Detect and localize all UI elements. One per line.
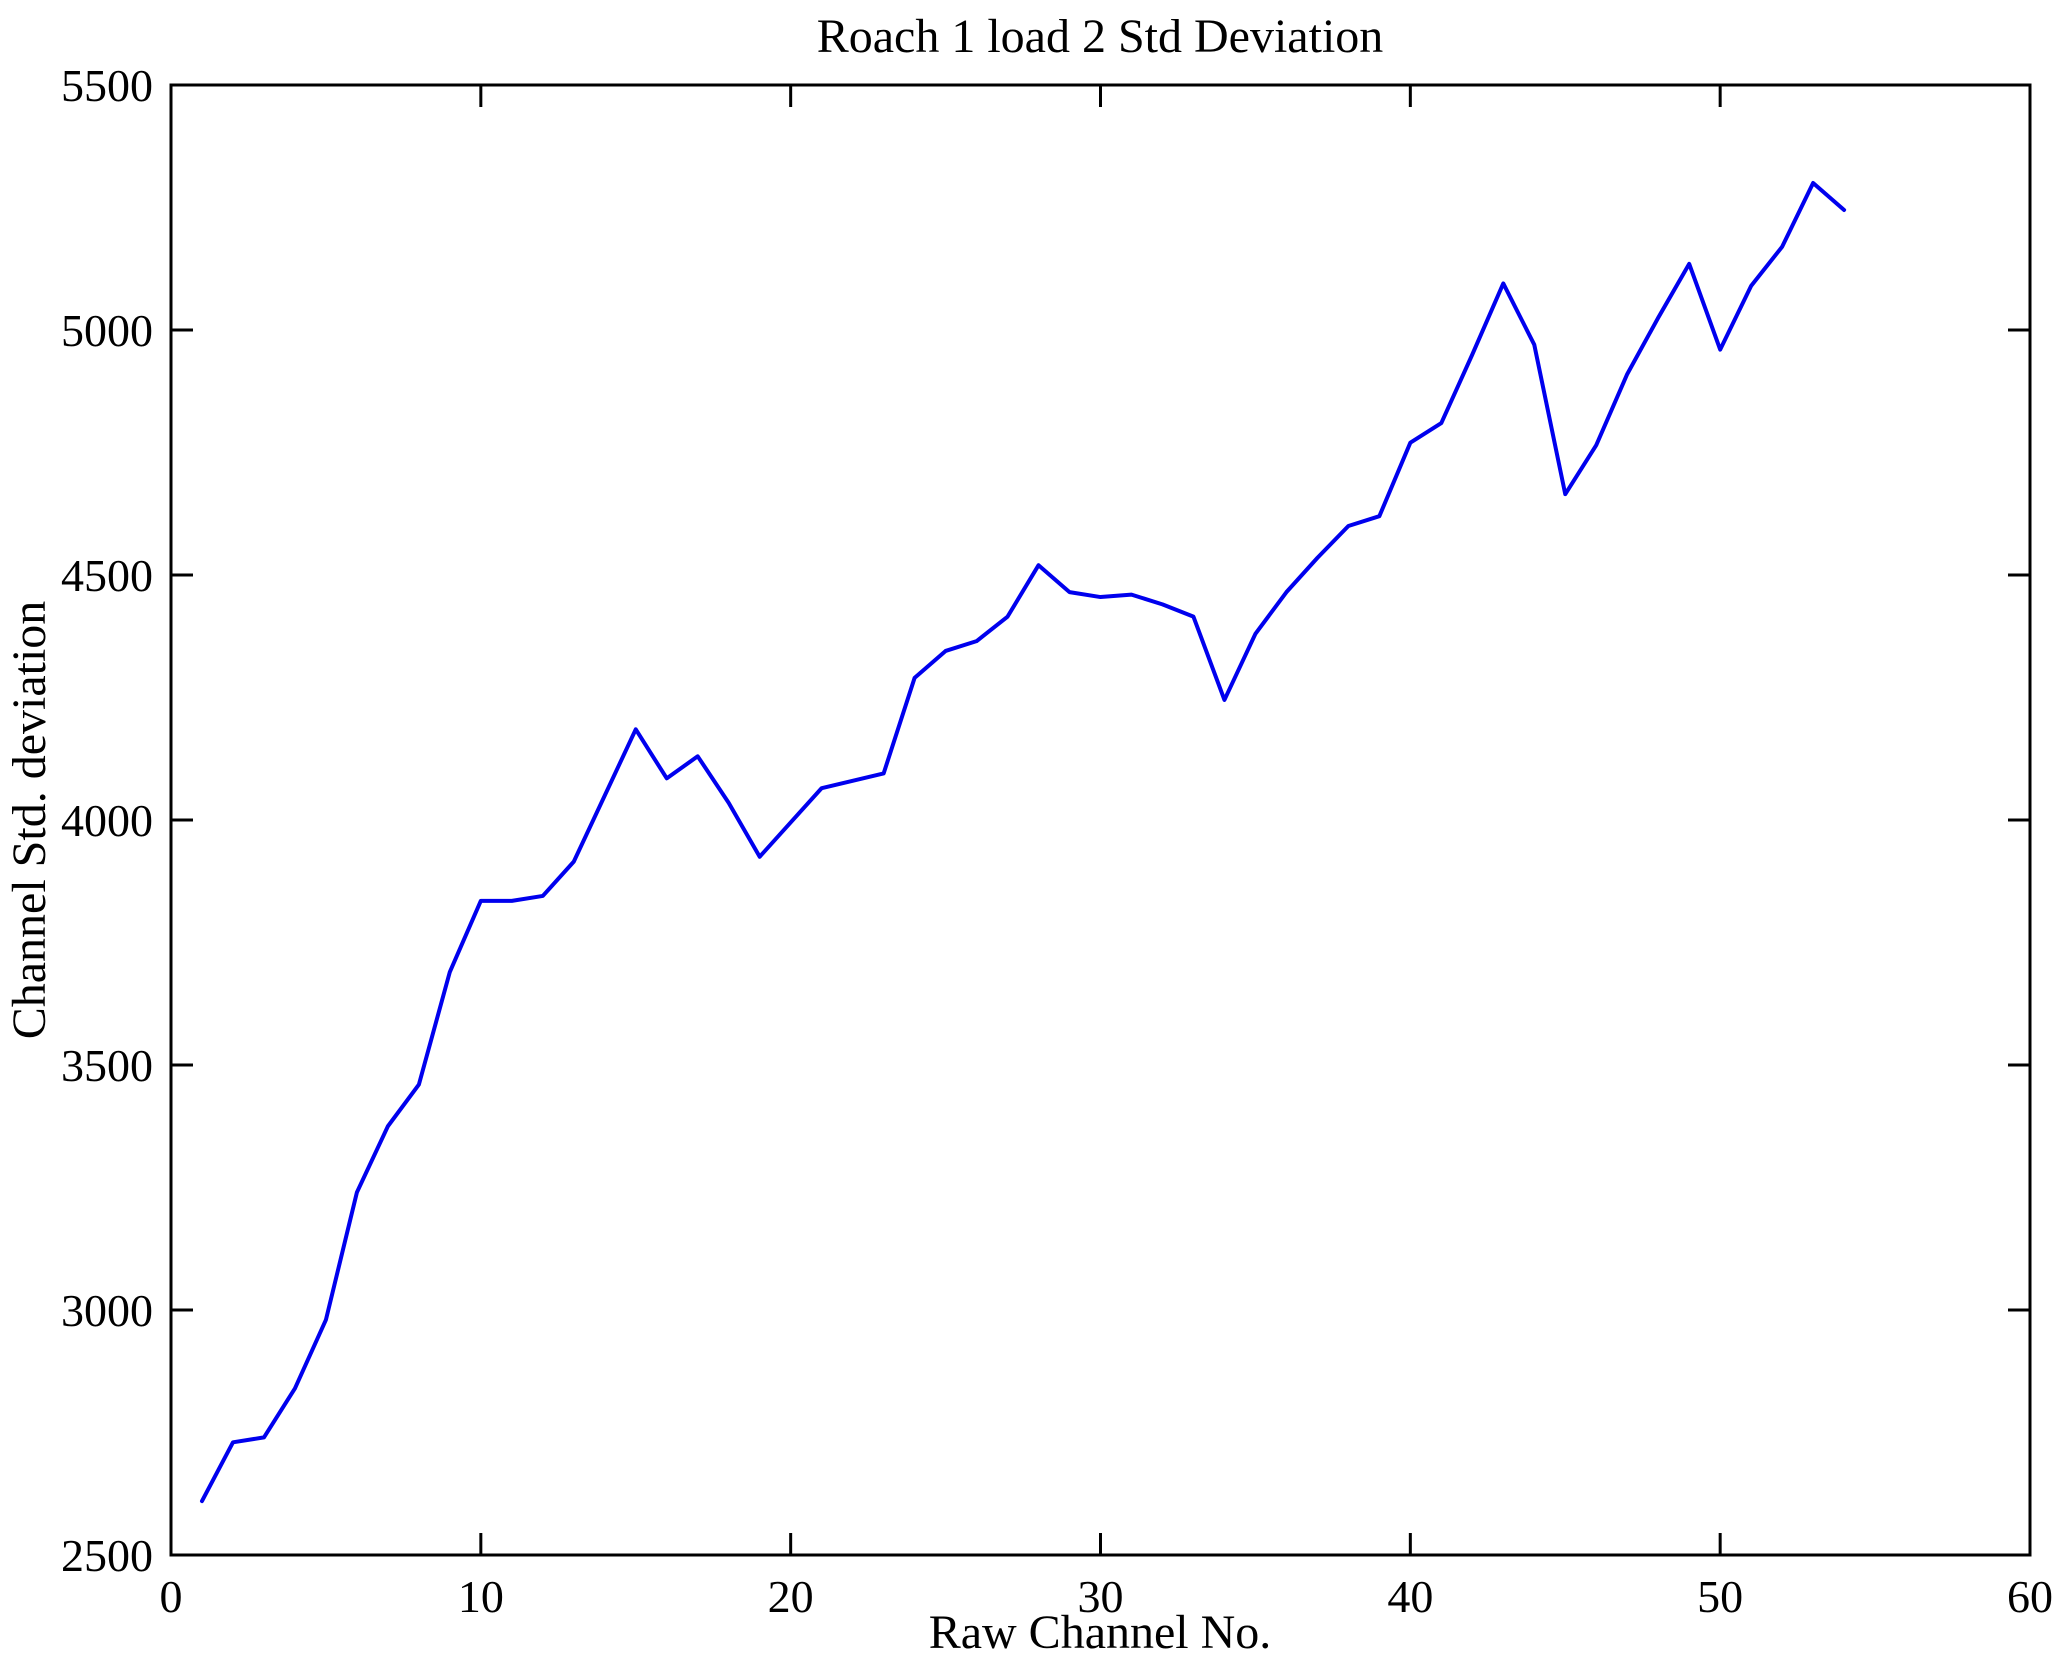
x-tick-label: 60 [2007,1571,2053,1622]
data-line-series [199,181,1847,1504]
y-tick-label: 5000 [61,305,153,356]
y-tick-label: 4500 [61,550,153,601]
y-tick-label: 2500 [61,1530,153,1581]
y-tick-label: 5500 [61,60,153,111]
y-axis-label: Channel Std. deviation [3,601,56,1040]
plot-box [169,83,2032,1557]
x-axis-label: Raw Channel No. [929,1606,1272,1659]
x-tick-label: 40 [1387,1571,1433,1622]
x-tick-label: 50 [1697,1571,1743,1622]
x-tick-label: 0 [160,1571,183,1622]
x-tick-label: 10 [458,1571,504,1622]
chart-title: Roach 1 load 2 Std Deviation [817,10,1384,63]
x-tick-label: 30 [1078,1571,1124,1622]
chart-generated-layer: 0 10 20 30 40 50 60 2500 3000 3500 4000 4500 5000 550… [61,60,2053,1622]
y-tick-label: 4000 [61,795,153,846]
y-tick-label: 3000 [61,1285,153,1336]
x-tick-label: 20 [768,1571,814,1622]
y-tick-label: 3500 [61,1040,153,1091]
